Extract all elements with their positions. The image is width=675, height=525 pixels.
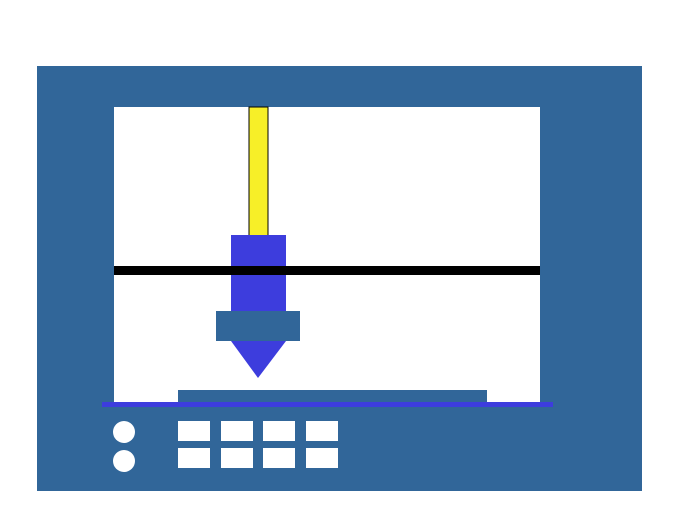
bed-base-line (102, 402, 553, 407)
filament-icon (248, 106, 269, 237)
keypad-key-icon (306, 421, 338, 441)
nozzle-icon (231, 341, 286, 378)
gantry-rail (114, 266, 540, 275)
keypad-key-icon (221, 421, 253, 441)
keypad-key-icon (221, 448, 253, 468)
build-area (114, 107, 540, 403)
keypad-key-icon (178, 421, 210, 441)
keypad-key-icon (306, 448, 338, 468)
keypad-key-icon (178, 448, 210, 468)
round-button-icon (113, 450, 135, 472)
keypad-key-icon (263, 421, 295, 441)
heater-block (216, 311, 300, 341)
round-button-icon (113, 421, 135, 443)
print-bed (178, 390, 487, 402)
keypad-key-icon (263, 448, 295, 468)
